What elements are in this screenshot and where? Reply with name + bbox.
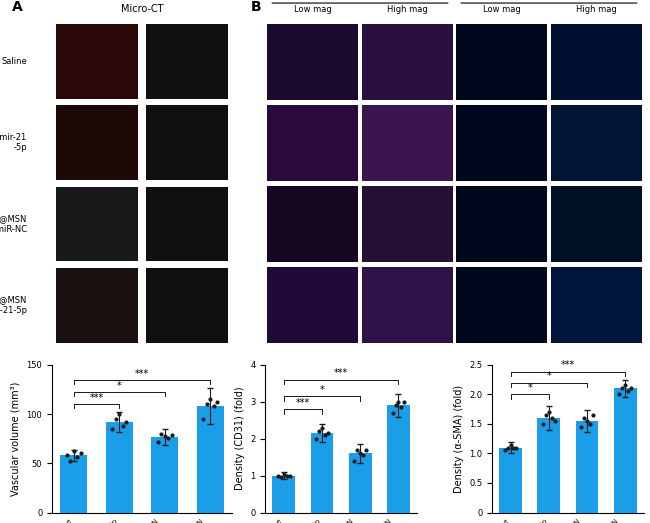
Text: ***: *** bbox=[296, 397, 310, 407]
Bar bbox=[146, 24, 228, 99]
Text: Agomir-21
-5p: Agomir-21 -5p bbox=[0, 133, 27, 153]
Bar bbox=[362, 105, 452, 181]
Bar bbox=[551, 24, 642, 99]
Bar bbox=[272, 475, 295, 513]
Text: Micro-CT: Micro-CT bbox=[121, 4, 163, 15]
Bar bbox=[151, 437, 178, 513]
Text: *: * bbox=[547, 371, 551, 381]
Text: *: * bbox=[320, 385, 324, 395]
Bar bbox=[56, 268, 138, 343]
Y-axis label: Density (α-SMA) (fold): Density (α-SMA) (fold) bbox=[454, 384, 464, 493]
Bar bbox=[146, 268, 228, 343]
Text: *: * bbox=[117, 381, 122, 391]
Y-axis label: Vascular volume (mm³): Vascular volume (mm³) bbox=[11, 381, 21, 496]
Y-axis label: Density (CD31) (fold): Density (CD31) (fold) bbox=[235, 387, 245, 491]
Bar bbox=[146, 187, 228, 262]
Bar bbox=[456, 186, 547, 262]
Text: Saline: Saline bbox=[1, 57, 27, 66]
Bar bbox=[56, 24, 138, 99]
Text: B: B bbox=[250, 1, 261, 15]
Text: ***: *** bbox=[334, 368, 348, 378]
Bar bbox=[362, 24, 452, 99]
Bar bbox=[196, 406, 224, 513]
Text: ***: *** bbox=[90, 393, 103, 403]
Bar bbox=[499, 448, 522, 513]
Bar bbox=[311, 433, 333, 513]
Bar bbox=[267, 105, 358, 181]
Bar bbox=[56, 106, 138, 180]
Bar bbox=[362, 267, 452, 343]
Text: ***: *** bbox=[135, 369, 149, 379]
Bar bbox=[456, 24, 547, 99]
Text: A: A bbox=[12, 1, 23, 15]
Bar bbox=[60, 456, 88, 513]
Text: High mag: High mag bbox=[387, 5, 428, 15]
Text: ***: *** bbox=[561, 360, 575, 370]
Bar bbox=[456, 105, 547, 181]
Bar bbox=[56, 187, 138, 262]
Bar bbox=[614, 389, 636, 513]
Bar bbox=[387, 405, 410, 513]
Bar bbox=[551, 186, 642, 262]
Bar bbox=[551, 267, 642, 343]
Bar bbox=[456, 267, 547, 343]
Text: *: * bbox=[527, 383, 532, 393]
Text: Low mag: Low mag bbox=[294, 5, 332, 15]
Bar bbox=[349, 453, 372, 513]
Bar bbox=[267, 186, 358, 262]
Bar bbox=[267, 267, 358, 343]
Text: High mag: High mag bbox=[576, 5, 617, 15]
Bar bbox=[538, 418, 560, 513]
Bar bbox=[362, 186, 452, 262]
Bar bbox=[551, 105, 642, 181]
Bar bbox=[575, 421, 599, 513]
Bar bbox=[267, 24, 358, 99]
Bar bbox=[146, 106, 228, 180]
Bar bbox=[106, 422, 133, 513]
Text: Low mag: Low mag bbox=[483, 5, 521, 15]
Text: Gel@MSN
/miR-21-5p: Gel@MSN /miR-21-5p bbox=[0, 295, 27, 315]
Text: Gel@MSN
/miR-NC: Gel@MSN /miR-NC bbox=[0, 214, 27, 234]
